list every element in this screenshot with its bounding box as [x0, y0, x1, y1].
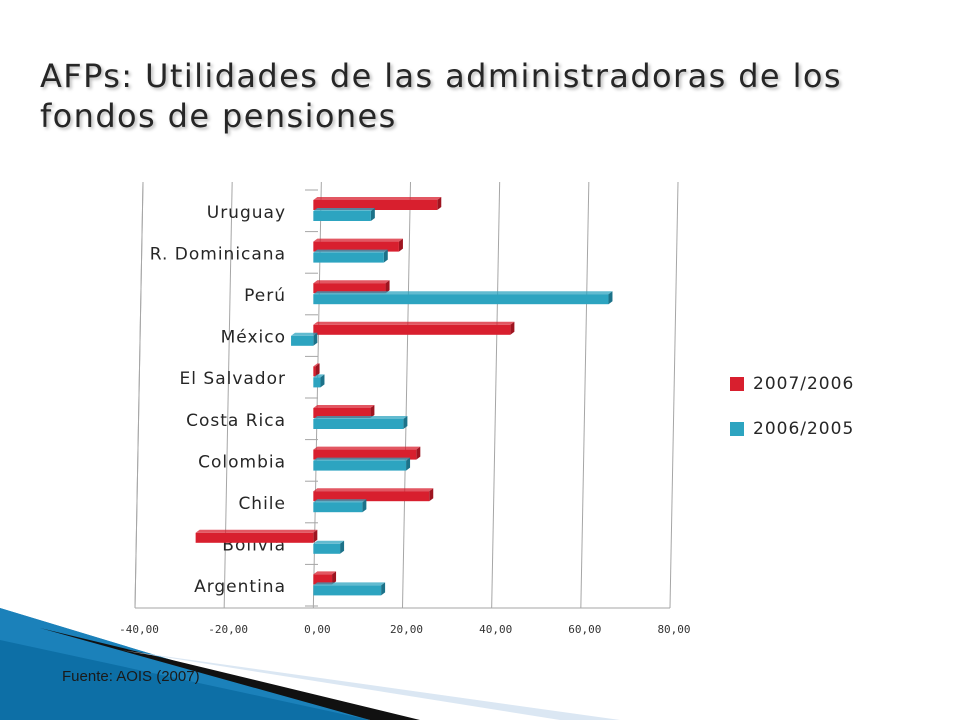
bar: [313, 377, 321, 388]
bar-top-face: [313, 374, 325, 378]
source-note: Fuente: AOIS (2007): [62, 668, 200, 685]
x-tick-label: -20,00: [208, 623, 248, 636]
x-tick-label: 40,00: [479, 623, 512, 636]
bar-side-face: [416, 446, 421, 460]
bar-top-face: [313, 321, 515, 325]
bar: [313, 585, 382, 596]
bar: [313, 460, 407, 471]
legend-swatch-2007: [730, 377, 744, 391]
gridline-x: [134, 181, 144, 609]
bar: [313, 419, 404, 429]
category-label: Perú: [244, 286, 286, 306]
legend-label-2007: 2007/2006: [753, 374, 855, 394]
bar-top-face: [313, 582, 386, 586]
bar: [313, 366, 316, 377]
category-label: R. Dominicana: [150, 244, 286, 264]
legend-item-2007: 2007/2006: [730, 372, 854, 396]
bar-side-face: [370, 208, 375, 221]
category-label: Costa Rica: [186, 411, 286, 431]
category-label: Colombia: [198, 452, 286, 472]
bar: [313, 449, 417, 460]
x-tick-label: 60,00: [568, 623, 601, 636]
legend-item-2006: 2006/2005: [730, 417, 854, 441]
bar: [291, 335, 314, 346]
bar-side-face: [403, 416, 408, 429]
bar-side-face: [362, 499, 367, 513]
bar-side-face: [429, 488, 434, 502]
bar-side-face: [320, 374, 325, 388]
bar: [313, 241, 399, 252]
bar-side-face: [385, 280, 390, 294]
x-tick-label: -40,00: [119, 623, 159, 636]
bar: [313, 200, 438, 210]
bar-side-face: [340, 540, 345, 554]
gridline-x: [669, 181, 679, 609]
gridline-x: [580, 181, 590, 609]
category-label: México: [221, 328, 286, 348]
bar-top-face: [313, 208, 375, 211]
bar-top-face: [313, 249, 388, 253]
bar-top-face: [313, 457, 411, 461]
x-tick-label: 80,00: [657, 623, 690, 636]
bar: [195, 532, 314, 543]
bar: [313, 574, 333, 585]
bar: [313, 491, 430, 502]
bar: [313, 283, 386, 294]
page-title: AFPs: Utilidades de las administradoras …: [40, 57, 842, 135]
bar-top-face: [313, 446, 421, 450]
bar-top-face: [313, 540, 345, 544]
bar-side-face: [398, 238, 403, 252]
bar-top-face: [313, 571, 337, 575]
bar-side-face: [381, 582, 386, 596]
bar-top-face: [313, 363, 320, 367]
category-label: El Salvador: [180, 369, 286, 389]
category-label: Uruguay: [207, 203, 286, 223]
bar-top-face: [291, 332, 318, 336]
gridline-x: [491, 181, 501, 609]
bar: [313, 324, 511, 335]
bar-top-face: [313, 238, 403, 242]
bar-top-face: [313, 197, 442, 200]
x-tick-label: 0,00: [304, 623, 331, 636]
bar-top-face: [313, 416, 408, 419]
bar-side-face: [437, 197, 442, 210]
bar-top-face: [313, 488, 434, 492]
bar: [313, 211, 371, 221]
bar-side-face: [332, 571, 337, 585]
bar-side-face: [313, 529, 318, 543]
bar-top-face: [313, 280, 390, 284]
chart-legend: 2007/2006 2006/2005: [730, 372, 854, 462]
bar-top-face: [195, 529, 318, 533]
bar-side-face: [406, 457, 411, 471]
bar-side-face: [608, 291, 613, 305]
legend-label-2006: 2006/2005: [753, 419, 855, 439]
bar: [313, 502, 363, 513]
bar-side-face: [370, 405, 375, 418]
bar: [313, 252, 384, 263]
bar-side-face: [383, 249, 388, 263]
bar-top-face: [313, 405, 375, 408]
category-label: Argentina: [194, 577, 286, 597]
bar-top-face: [313, 291, 613, 295]
category-label: Chile: [238, 494, 286, 514]
bar: [313, 543, 341, 554]
bar-side-face: [313, 332, 318, 346]
bar-side-face: [315, 363, 320, 377]
gridline-x: [402, 181, 411, 609]
legend-swatch-2006: [730, 422, 744, 436]
bar-top-face: [313, 499, 367, 503]
bar: [313, 408, 371, 418]
bar: [313, 294, 609, 305]
x-tick-label: 20,00: [390, 623, 423, 636]
bar-side-face: [510, 321, 515, 335]
